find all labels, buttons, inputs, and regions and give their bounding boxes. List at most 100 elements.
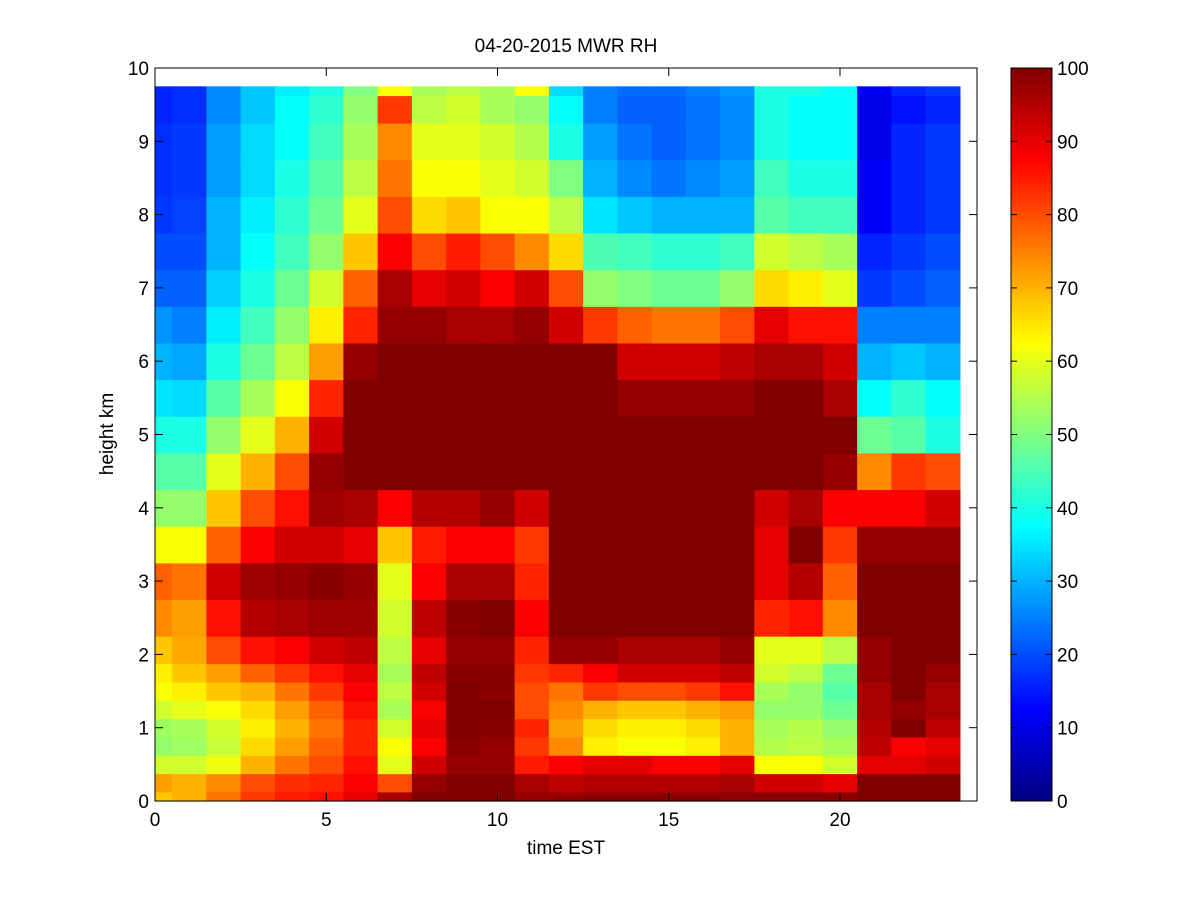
heatmap-cell — [240, 379, 276, 417]
heatmap-cell — [172, 306, 207, 344]
heatmap-cell — [446, 159, 481, 197]
heatmap-cell — [925, 122, 961, 161]
heatmap-cell — [822, 700, 858, 720]
heatmap-cell — [788, 452, 824, 491]
heatmap-cell — [857, 773, 892, 793]
heatmap-cell — [685, 269, 721, 307]
heatmap-cell — [480, 636, 516, 665]
heatmap-cell — [155, 736, 173, 756]
heatmap-cell — [925, 232, 961, 271]
heatmap-cell — [857, 526, 892, 564]
heatmap-cell — [206, 269, 242, 307]
heatmap-cell — [155, 342, 173, 381]
heatmap-cell — [720, 232, 755, 271]
heatmap-cell — [720, 379, 755, 417]
heatmap-cell — [925, 416, 961, 454]
heatmap-cell — [411, 562, 447, 601]
heatmap-cell — [822, 663, 858, 683]
heatmap-cell — [172, 122, 207, 161]
heatmap-cell — [651, 122, 687, 161]
heatmap-cell — [514, 599, 550, 637]
heatmap-cell — [617, 196, 653, 234]
heatmap-cell — [583, 269, 618, 307]
heatmap-cell — [446, 416, 481, 454]
heatmap-cell — [377, 379, 413, 417]
heatmap-cell — [343, 379, 379, 417]
heatmap-cell — [617, 718, 653, 738]
heatmap-cell — [514, 379, 550, 417]
heatmap-cell — [514, 95, 550, 124]
heatmap-cell — [274, 196, 310, 234]
heatmap-cell — [651, 681, 687, 701]
heatmap-cell — [720, 636, 755, 665]
heatmap-cell — [172, 489, 207, 527]
heatmap-cell — [343, 636, 379, 665]
heatmap-cell — [788, 232, 824, 271]
heatmap-cell — [240, 416, 276, 454]
heatmap-cell — [411, 526, 447, 564]
heatmap-cell — [172, 95, 207, 124]
heatmap-cell — [514, 489, 550, 527]
heatmap-cell — [274, 700, 310, 720]
x-tick-label: 0 — [150, 810, 161, 831]
heatmap-cell — [857, 663, 892, 683]
heatmap-cell — [685, 452, 721, 491]
heatmap-cell — [240, 755, 276, 775]
heatmap-cell — [309, 122, 344, 161]
heatmap-cell — [411, 306, 447, 344]
heatmap-cell — [446, 342, 481, 381]
heatmap-cell — [857, 196, 892, 234]
heatmap-cell — [754, 122, 790, 161]
heatmap-cell — [925, 736, 961, 756]
heatmap-cell — [822, 718, 858, 738]
heatmap-cell — [788, 306, 824, 344]
y-tick-label: 0 — [138, 792, 149, 813]
heatmap-cell — [548, 416, 584, 454]
heatmap-cell — [274, 452, 310, 491]
heatmap-cell — [377, 342, 413, 381]
heatmap-cell — [685, 599, 721, 637]
heatmap-cell — [891, 232, 927, 271]
heatmap-cell — [754, 681, 790, 701]
heatmap-cell — [548, 95, 584, 124]
heatmap-cell — [480, 86, 516, 97]
heatmap-cell — [651, 489, 687, 527]
heatmap-cell — [651, 159, 687, 197]
heatmap-cell — [720, 755, 755, 775]
heatmap-cell — [480, 773, 516, 793]
heatmap-cell — [891, 122, 927, 161]
heatmap-cell — [754, 599, 790, 637]
heatmap-cell — [309, 452, 344, 491]
heatmap-cell — [206, 681, 242, 701]
heatmap-cell — [411, 342, 447, 381]
heatmap-cell — [206, 232, 242, 271]
heatmap-cell — [548, 636, 584, 665]
heatmap-cell — [651, 95, 687, 124]
heatmap-cell — [754, 773, 790, 793]
heatmap-cell — [788, 681, 824, 701]
heatmap-cell — [411, 452, 447, 491]
heatmap-cell — [925, 526, 961, 564]
heatmap-cell — [446, 736, 481, 756]
heatmap-cell — [788, 599, 824, 637]
heatmap-cell — [343, 122, 379, 161]
heatmap-cell — [172, 755, 207, 775]
heatmap-cell — [309, 95, 344, 124]
heatmap-cell — [240, 526, 276, 564]
heatmap-cell — [514, 755, 550, 775]
heatmap-cell — [206, 196, 242, 234]
heatmap-cell — [857, 489, 892, 527]
heatmap-cell — [274, 636, 310, 665]
heatmap-cell — [480, 379, 516, 417]
heatmap-cell — [514, 86, 550, 97]
heatmap-cell — [548, 663, 584, 683]
heatmap-cell — [857, 681, 892, 701]
heatmap-cell — [514, 122, 550, 161]
heatmap-cell — [857, 700, 892, 720]
heatmap-cell — [480, 526, 516, 564]
heatmap-cell — [583, 122, 618, 161]
heatmap-cell — [754, 95, 790, 124]
heatmap-cell — [309, 269, 344, 307]
heatmap-cell — [411, 416, 447, 454]
heatmap-cell — [309, 562, 344, 601]
